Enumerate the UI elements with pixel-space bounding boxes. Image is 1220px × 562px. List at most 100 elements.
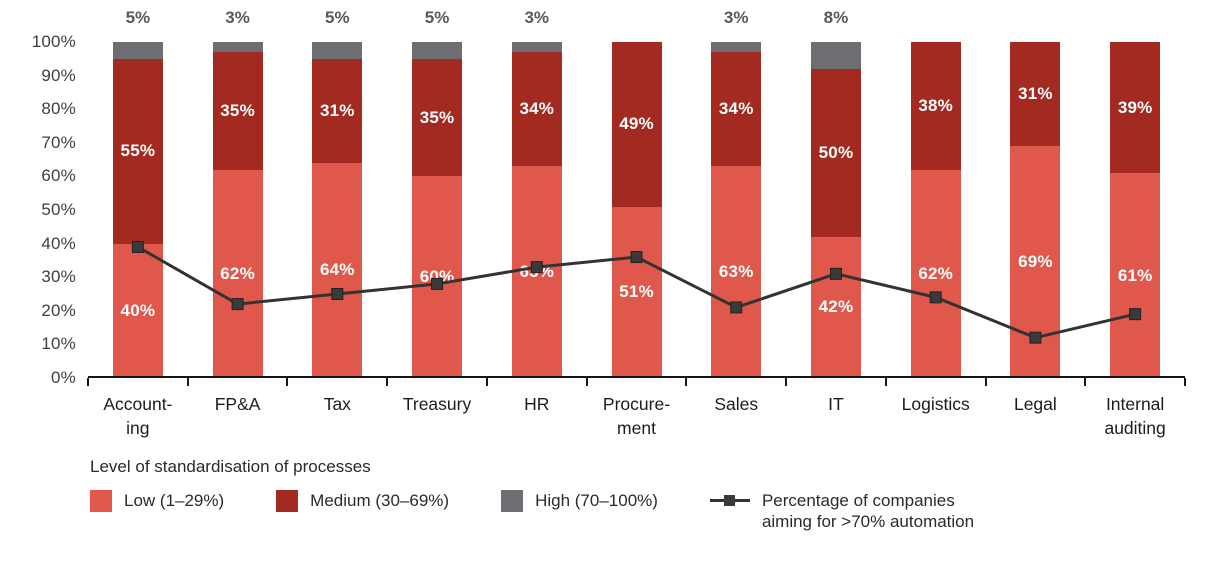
bar-segment-medium: 31% [312,58,363,163]
x-axis-tick [785,378,788,386]
x-axis-tick [87,378,89,386]
line-marker-square [929,291,942,304]
high-segment-label: 5% [125,8,151,27]
x-axis-tick [1084,378,1087,386]
high-segment-label: 3% [723,8,749,27]
y-axis-tick-label: 10% [41,334,76,354]
category-label-treasury: Treasury [387,392,487,416]
category-label-line: Account- [103,394,173,414]
category-label-line: ment [617,418,656,439]
bar-internal-auditing: 61% 39% [1110,42,1161,378]
x-axis-line [88,376,1185,378]
x-axis-tick [286,378,289,386]
legend-line-marker [709,494,750,506]
category-label-it: IT [786,392,886,416]
x-axis-tick [1184,378,1186,386]
x-axis-tick [984,378,987,386]
high-segment-label: 5% [424,8,450,27]
line-marker-square [630,251,643,264]
bar-segment-low: 42% [810,236,861,378]
bar-segment-medium: 55% [112,58,163,244]
bar-it: 42% 50% [810,42,861,378]
legend: Level of standardisation of processes Lo… [90,457,974,533]
category-label-tax: Tax [287,392,387,416]
legend-line-square [723,494,735,506]
segment-value-label: 55% [120,141,156,161]
bar-segment-low: 60% [412,176,463,378]
bar-segment-low: 63% [511,166,562,378]
y-axis-tick-label: 40% [41,233,76,253]
bar-segment-low: 62% [910,169,961,378]
bar-segment-medium: 34% [711,52,762,167]
category-label-fp-a: FP&A [188,392,288,416]
line-marker-square [530,261,543,274]
bar-accounting: 40% 55% [112,42,163,378]
segment-value-label: 49% [619,114,654,134]
bar-segment-high [212,42,263,53]
segment-value-label: 35% [220,100,255,120]
y-axis-tick-label: 80% [41,99,76,119]
bar-fp-a: 62% 35% [212,42,263,378]
segment-value-label: 62% [220,263,255,283]
category-label-sales: Sales [686,392,786,416]
bar-segment-medium: 38% [910,42,961,170]
x-axis-tick [884,378,887,386]
legend-item-high: High (70–100%) [501,490,658,512]
bar-sales: 63% 34% [711,42,762,378]
legend-title: Level of standardisation of processes [90,457,371,476]
segment-value-label: 31% [320,100,355,120]
category-label-line: ing [126,418,150,439]
y-axis-tick-label: 30% [41,267,76,287]
line-marker-square [231,298,244,311]
bar-procurement: 51% 49% [611,42,662,378]
plot-area: 40% 55% 62% 35% 64% 31% 60% 35% 63% 34% 51% 49% 63% 3… [88,42,1185,378]
legend-item-low: Low (1–29%) [90,490,224,512]
legend-item-automation-line: Percentage of companies aiming for >70% a… [709,490,974,533]
legend-swatch-medium [276,490,299,512]
bar-segment-high [810,42,861,69]
category-label-line: Logistics [901,394,970,414]
segment-value-label: 34% [519,99,555,119]
line-marker-square [829,267,842,280]
bar-segment-low: 51% [611,206,662,378]
bar-segment-low: 40% [112,243,163,378]
y-axis-tick-label: 50% [41,200,76,219]
y-axis-tick-label: 0% [51,368,76,387]
line-marker-square [331,288,344,300]
bar-segment-high [711,42,762,53]
high-segment-label: 3% [524,8,550,27]
category-label-line: Sales [714,394,759,414]
bar-segment-medium: 35% [212,52,263,170]
category-label-line: auditing [1104,418,1166,439]
legend-label-medium: Medium (30–69%) [310,491,450,511]
category-label-legal: Legal [986,392,1086,416]
y-axis-tick-label: 60% [41,166,76,186]
x-axis-tick [585,378,588,386]
segment-value-label: 42% [818,297,854,317]
bar-tax: 64% 31% [312,42,363,378]
automation-line-series [131,240,1142,344]
high-segment-label: 3% [225,8,250,27]
bars-layer: 40% 55% 62% 35% 64% 31% 60% 35% 63% 34% 51% 49% 63% 3… [88,42,1185,378]
bar-segment-medium: 35% [412,58,463,177]
bar-segment-high [412,42,463,59]
bar-segment-low: 62% [212,169,263,378]
legend-label-high: High (70–100%) [535,491,658,511]
legend-swatch-low [90,490,112,512]
legend-label-automation-line: Percentage of companies aiming for >70% a… [762,490,974,533]
legend-label-line: Percentage of companies [761,491,955,510]
y-axis-tick-label: 100% [31,32,76,51]
bar-segment-high [312,42,363,59]
segment-value-label: 38% [918,95,953,115]
legend-label-line: aiming for >70% automation [761,512,975,532]
bar-segment-high [112,42,163,59]
high-segment-label: 8% [823,8,849,27]
x-axis-tick [485,378,488,386]
legend-items: Low (1–29%) Medium (30–69%) High (70–100%)… [90,490,974,533]
segment-value-label: 40% [120,300,156,320]
bar-segment-medium: 31% [1010,42,1061,147]
line-marker-square [1029,331,1042,344]
bar-treasury: 60% 35% [412,42,463,378]
bar-segment-low: 64% [312,162,363,378]
